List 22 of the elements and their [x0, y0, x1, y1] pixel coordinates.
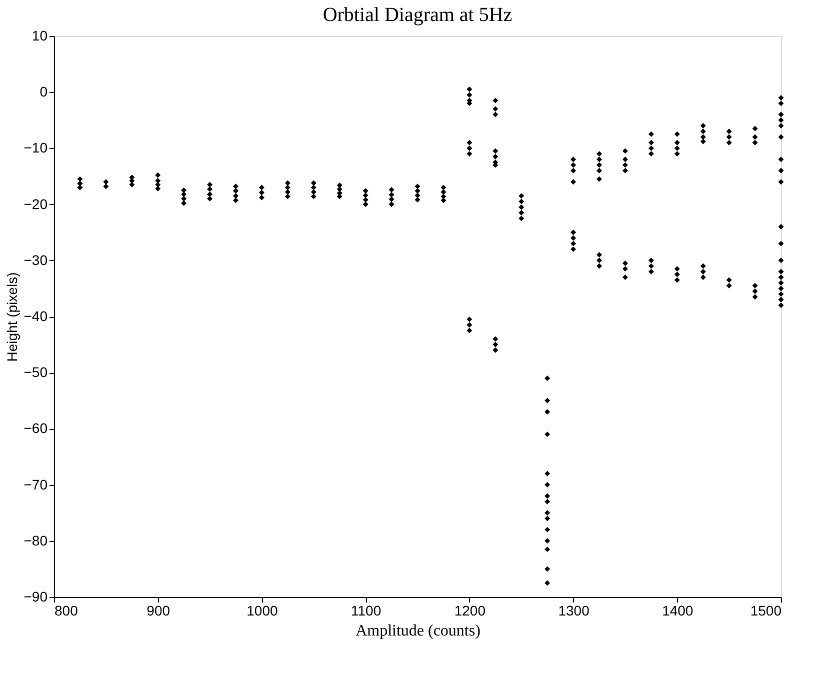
y-tick-label: −70 [24, 476, 48, 492]
y-tick-label: −50 [24, 364, 48, 380]
y-tick-label: −90 [24, 588, 48, 604]
y-tick-label: −30 [24, 252, 48, 268]
x-tick-label: 1400 [662, 602, 694, 618]
chart-title: Orbtial Diagram at 5Hz [322, 4, 512, 26]
x-tick-label: 1200 [454, 602, 486, 618]
y-tick-label: −80 [24, 532, 48, 548]
y-tick-label: 10 [32, 28, 48, 44]
y-tick-label: −20 [24, 196, 48, 212]
x-tick-label: 1100 [351, 602, 382, 618]
x-tick-label: 1500 [750, 602, 782, 618]
x-tick-label: 1000 [246, 602, 278, 618]
y-tick-label: −40 [24, 308, 48, 324]
y-tick-label: −10 [24, 140, 48, 156]
x-tick-label: 900 [146, 602, 170, 618]
y-tick-label: −60 [24, 420, 48, 436]
x-axis-title: Amplitude (counts) [356, 622, 480, 640]
y-tick-label: 0 [40, 84, 48, 100]
x-tick-label: 1300 [558, 602, 590, 618]
x-tick-label: 800 [54, 602, 78, 618]
y-axis-title: Height (pixels) [4, 272, 20, 362]
